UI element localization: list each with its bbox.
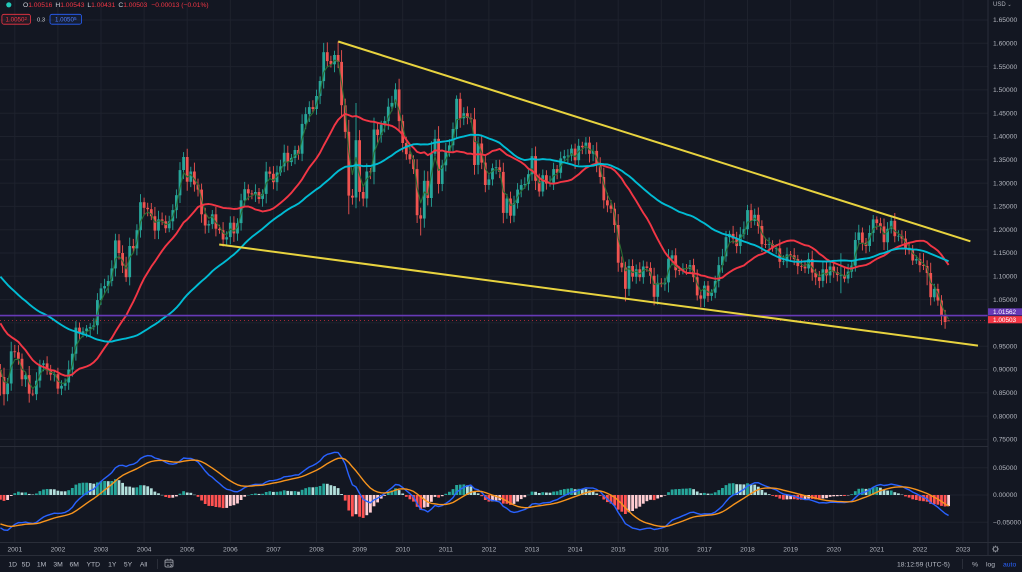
svg-text:2015: 2015 — [611, 547, 626, 554]
svg-text:%: % — [972, 562, 978, 569]
svg-text:2020: 2020 — [826, 547, 841, 554]
svg-text:2010: 2010 — [395, 547, 410, 554]
svg-text:1D: 1D — [8, 562, 17, 569]
svg-text:2014: 2014 — [568, 547, 583, 554]
svg-text:2023: 2023 — [956, 547, 971, 554]
svg-text:1.05000: 1.05000 — [993, 297, 1017, 304]
svg-text:auto: auto — [1003, 562, 1016, 569]
svg-text:0.85000: 0.85000 — [993, 390, 1017, 397]
svg-text:5Y: 5Y — [124, 562, 133, 569]
svg-text:0.80000: 0.80000 — [993, 413, 1017, 420]
svg-text:2013: 2013 — [525, 547, 540, 554]
svg-text:1.55000: 1.55000 — [993, 64, 1017, 71]
svg-text:2009: 2009 — [352, 547, 367, 554]
svg-text:0.05000: 0.05000 — [993, 465, 1017, 472]
svg-text:1.60000: 1.60000 — [993, 41, 1017, 48]
svg-text:3M: 3M — [53, 562, 63, 569]
svg-text:All: All — [140, 562, 148, 569]
svg-text:1.35000: 1.35000 — [993, 157, 1017, 164]
svg-text:1.20000: 1.20000 — [993, 227, 1017, 234]
svg-text:0.95000: 0.95000 — [993, 343, 1017, 350]
svg-text:2011: 2011 — [439, 547, 454, 554]
svg-text:1Y: 1Y — [108, 562, 117, 569]
svg-text:2008: 2008 — [309, 547, 324, 554]
svg-text:1.45000: 1.45000 — [993, 110, 1017, 117]
svg-text:6M: 6M — [70, 562, 80, 569]
svg-text:2002: 2002 — [51, 547, 66, 554]
svg-text:1.15000: 1.15000 — [993, 250, 1017, 257]
svg-text:0.3: 0.3 — [37, 18, 45, 24]
svg-text:log: log — [986, 562, 995, 569]
svg-text:18:12:59 (UTC-5): 18:12:59 (UTC-5) — [897, 562, 950, 569]
svg-text:YTD: YTD — [87, 562, 101, 569]
svg-text:1.30000: 1.30000 — [993, 180, 1017, 187]
svg-text:2018: 2018 — [740, 547, 755, 554]
svg-text:0.00000: 0.00000 — [993, 492, 1017, 499]
svg-text:1.25000: 1.25000 — [993, 204, 1017, 211]
svg-text:0.75000: 0.75000 — [993, 437, 1017, 444]
svg-text:2017: 2017 — [697, 547, 712, 554]
svg-text:2007: 2007 — [266, 547, 281, 554]
svg-text:5D: 5D — [22, 562, 31, 569]
svg-text:−0.05000: −0.05000 — [993, 520, 1021, 527]
svg-text:2022: 2022 — [913, 547, 928, 554]
svg-text:2016: 2016 — [654, 547, 669, 554]
svg-text:1.40000: 1.40000 — [993, 134, 1017, 141]
svg-text:0.90000: 0.90000 — [993, 367, 1017, 374]
svg-text:USD ⌄: USD ⌄ — [993, 2, 1012, 8]
svg-text:2001: 2001 — [7, 547, 22, 554]
svg-text:1.00505: 1.00505 — [55, 16, 77, 24]
svg-text:2004: 2004 — [137, 547, 152, 554]
svg-text:1.01562: 1.01562 — [993, 309, 1017, 316]
svg-text:2012: 2012 — [482, 547, 497, 554]
svg-text:1.65000: 1.65000 — [993, 17, 1017, 24]
svg-text:2006: 2006 — [223, 547, 238, 554]
svg-text:1.50000: 1.50000 — [993, 87, 1017, 94]
svg-text:1M: 1M — [37, 562, 47, 569]
svg-text:1.10000: 1.10000 — [993, 274, 1017, 281]
svg-text:1.00502: 1.00502 — [6, 16, 28, 24]
svg-text:2003: 2003 — [94, 547, 109, 554]
svg-text:1.00503: 1.00503 — [993, 317, 1017, 324]
svg-text:2019: 2019 — [783, 547, 798, 554]
svg-text:2005: 2005 — [180, 547, 195, 554]
svg-text:2021: 2021 — [869, 547, 884, 554]
